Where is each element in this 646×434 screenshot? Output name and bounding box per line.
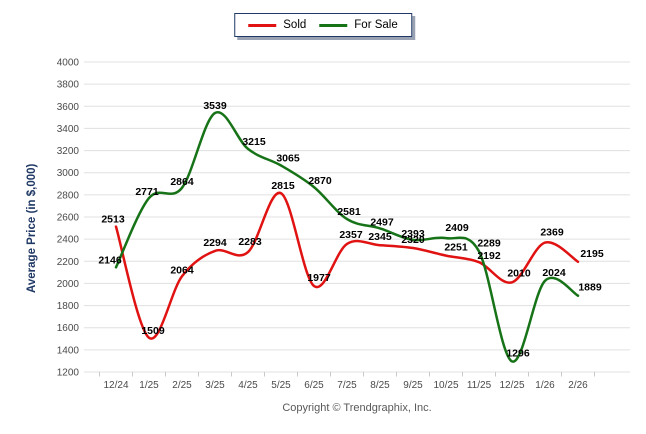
x-tick-label: 4/25 xyxy=(238,380,258,391)
y-tick-label: 2000 xyxy=(57,279,80,290)
copyright-text: Copyright © Trendgraphix, Inc. xyxy=(282,402,432,414)
y-tick-label: 1400 xyxy=(57,345,80,356)
data-label: 2283 xyxy=(238,236,262,248)
x-tick-label: 9/25 xyxy=(403,380,423,391)
data-label: 3065 xyxy=(276,153,300,165)
y-tick-label: 3600 xyxy=(57,102,80,113)
x-tick-label: 12/25 xyxy=(499,380,524,391)
x-tick-label: 1/26 xyxy=(535,380,555,391)
data-label: 1296 xyxy=(506,347,530,359)
x-tick-label: 3/25 xyxy=(205,380,225,391)
data-label: 2497 xyxy=(370,216,394,228)
series-line-for-sale xyxy=(114,111,580,363)
x-tick-label: 2/25 xyxy=(172,380,192,391)
x-tick-label: 2/26 xyxy=(568,380,588,391)
x-tick-label: 11/25 xyxy=(467,380,492,391)
y-tick-label: 3400 xyxy=(57,124,80,135)
x-tick-label: 8/25 xyxy=(370,380,390,391)
data-label: 2146 xyxy=(98,254,122,266)
y-tick-label: 1800 xyxy=(57,301,80,312)
data-label: 2870 xyxy=(308,175,332,187)
x-tick-label: 6/25 xyxy=(304,380,324,391)
y-tick-label: 1200 xyxy=(57,368,80,379)
data-label: 2393 xyxy=(401,228,425,240)
data-label: 2195 xyxy=(580,248,604,260)
data-label: 2024 xyxy=(542,267,566,279)
data-label: 2513 xyxy=(101,214,125,226)
data-label: 2064 xyxy=(170,264,194,276)
x-tick-label: 12/24 xyxy=(103,380,128,391)
legend-label-for-sale: For Sale xyxy=(354,19,398,31)
y-tick-label: 2200 xyxy=(57,257,80,268)
data-label: 2409 xyxy=(445,222,469,234)
y-tick-label: 1600 xyxy=(57,323,80,334)
y-tick-label: 3000 xyxy=(57,168,80,179)
data-label: 2320 xyxy=(401,234,425,246)
data-label: 2357 xyxy=(339,229,363,241)
x-tick-label: 7/25 xyxy=(337,380,357,391)
data-label: 2345 xyxy=(368,231,392,243)
data-label: 3539 xyxy=(203,100,227,112)
y-tick-label: 3800 xyxy=(57,80,80,91)
data-label: 1889 xyxy=(578,282,602,294)
legend-label-sold: Sold xyxy=(283,19,307,31)
data-label: 2864 xyxy=(170,176,194,188)
data-label: 2771 xyxy=(135,186,159,198)
y-tick-label: 4000 xyxy=(57,58,80,69)
legend: Sold For Sale xyxy=(234,13,412,37)
y-tick-label: 2400 xyxy=(57,235,80,246)
data-label: 2369 xyxy=(540,227,564,239)
data-label: 2251 xyxy=(444,242,468,254)
y-tick-label: 3200 xyxy=(57,146,80,157)
data-label: 3215 xyxy=(242,136,266,148)
y-tick-label: 2600 xyxy=(57,213,80,224)
sold-line-swatch-icon xyxy=(248,23,277,27)
x-tick-label: 5/25 xyxy=(271,380,291,391)
x-tick-label: 1/25 xyxy=(139,380,159,391)
data-label: 1509 xyxy=(141,325,165,337)
x-tick-label: 10/25 xyxy=(433,380,458,391)
data-label: 2294 xyxy=(203,237,227,249)
data-label: 2289 xyxy=(477,237,501,249)
y-tick-label: 2800 xyxy=(57,190,80,201)
data-label: 2010 xyxy=(507,267,531,279)
series-line-sold xyxy=(114,191,580,340)
data-label: 2815 xyxy=(271,180,295,192)
legend-item-for-sale: For Sale xyxy=(319,19,398,31)
for-sale-line-swatch-icon xyxy=(319,23,348,27)
data-label: 1977 xyxy=(307,272,331,284)
data-label: 2581 xyxy=(337,206,361,218)
data-label: 2192 xyxy=(477,250,501,262)
legend-item-sold: Sold xyxy=(248,19,306,31)
